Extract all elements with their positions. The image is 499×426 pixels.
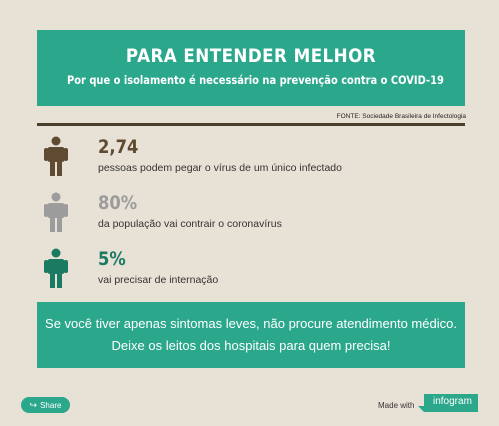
stat-description: pessoas podem pegar o vírus de um único … — [98, 162, 342, 174]
header-panel: PARA ENTENDER MELHOR Por que o isolament… — [37, 30, 465, 106]
advice-line-2: Deixe os leitos dos hospitais para quem … — [111, 338, 391, 353]
stat-value: 2,74 — [98, 136, 139, 158]
infogram-logo-link[interactable]: infogram — [418, 394, 478, 412]
made-with-label: Made with — [378, 401, 415, 410]
stat-description: vai precisar de internação — [98, 274, 219, 286]
share-icon: ↪ — [29, 399, 38, 410]
infogram-tag-icon — [418, 394, 478, 412]
stat-description: da população vai contrair o coronavírus — [98, 218, 282, 230]
source-note: FONTE: Sociedade Brasileira de Infectolo… — [336, 113, 466, 120]
stat-value: 80% — [98, 192, 138, 214]
page-subtitle: Por que o isolamento é necessário na pre… — [66, 73, 444, 87]
infogram-brand: infogram — [433, 396, 472, 407]
share-label: Share — [40, 400, 62, 410]
page-title: PARA ENTENDER MELHOR — [125, 45, 377, 67]
stat-value: 5% — [98, 248, 126, 270]
advice-banner: Se você tiver apenas sintomas leves, não… — [37, 302, 465, 368]
person-icon — [44, 192, 68, 232]
divider — [37, 123, 465, 126]
share-button[interactable]: ↪ Share — [21, 397, 70, 413]
advice-line-1: Se você tiver apenas sintomas leves, não… — [45, 316, 457, 331]
person-icon — [44, 136, 68, 176]
person-icon — [44, 248, 68, 288]
